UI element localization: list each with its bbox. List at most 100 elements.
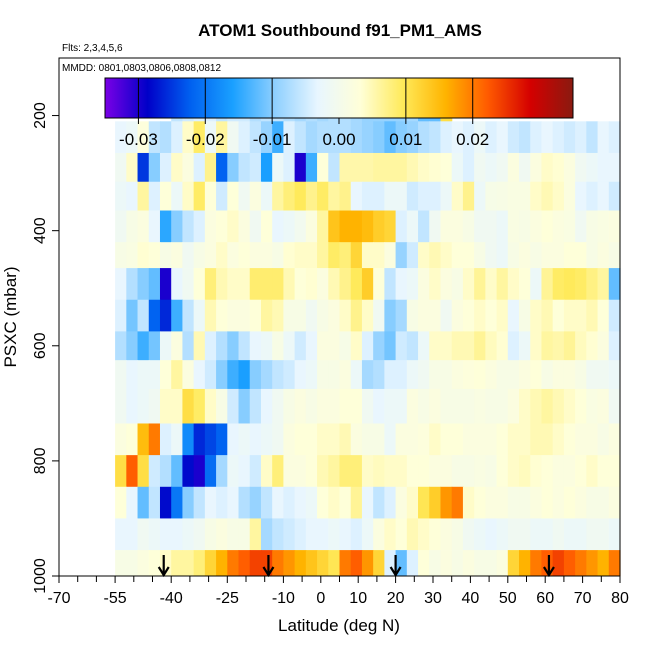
heatmap-cell [429, 388, 442, 424]
heatmap-cell [507, 181, 520, 211]
heatmap-cell [137, 388, 150, 424]
heatmap-cell [586, 242, 599, 269]
heatmap-cell [171, 268, 184, 301]
heatmap-cell [451, 388, 464, 424]
heatmap-cell [597, 550, 610, 577]
heatmap-cell [272, 121, 284, 154]
heatmap-cell [148, 210, 161, 243]
heatmap-cell [204, 152, 217, 183]
heatmap-cell [249, 331, 262, 361]
heatmap-cell [451, 121, 464, 154]
heatmap-cell [283, 242, 296, 269]
heatmap-cell [137, 423, 150, 456]
heatmap-cell [159, 486, 172, 519]
heatmap-cell [608, 360, 621, 390]
heatmap-cell [126, 210, 139, 243]
heatmap-cell [182, 360, 195, 390]
heatmap-cell [440, 152, 453, 183]
heatmap-cell [171, 423, 184, 456]
heatmap-cell [328, 268, 341, 301]
x-tick-label: 10 [349, 590, 367, 607]
heatmap-cell [238, 388, 251, 424]
heatmap-cell [171, 331, 184, 361]
heatmap-cell [406, 268, 419, 301]
heatmap-cell [305, 268, 318, 301]
heatmap-cell [474, 360, 486, 390]
heatmap-cell [216, 181, 228, 211]
colorbar-tick-label: 0.01 [389, 130, 422, 149]
heatmap-cell [294, 360, 307, 390]
heatmap-cell [519, 331, 531, 361]
heatmap-cell [126, 121, 139, 154]
heatmap-cell [462, 455, 475, 488]
heatmap-cell [294, 242, 307, 269]
heatmap-cell [137, 242, 150, 269]
heatmap-cell [126, 181, 139, 211]
heatmap-cell [272, 423, 284, 456]
heatmap-cell [552, 299, 565, 332]
heatmap-cell [126, 423, 139, 456]
heatmap-cell [485, 121, 498, 154]
heatmap-cell [283, 152, 296, 183]
heatmap-cell [294, 550, 307, 577]
heatmap-cell [260, 242, 273, 269]
heatmap-cell [429, 181, 442, 211]
heatmap-cell [485, 486, 498, 519]
heatmap-cell [541, 121, 554, 154]
heatmap-cell [328, 152, 341, 183]
heatmap-cell [552, 423, 565, 456]
heatmap-cell [507, 486, 520, 519]
heatmap-cell [171, 455, 184, 488]
heatmap-cell [395, 423, 408, 456]
heatmap-cell [328, 299, 341, 332]
heatmap-cell [384, 550, 397, 577]
heatmap-cell [317, 242, 329, 269]
heatmap-cell [305, 423, 318, 456]
heatmap-cell [182, 121, 195, 154]
heatmap-cell [485, 242, 498, 269]
heatmap-cell [260, 550, 273, 577]
heatmap-cell [451, 181, 464, 211]
heatmap-cell [373, 299, 385, 332]
heatmap-cell [418, 268, 430, 301]
heatmap-cell [597, 268, 610, 301]
heatmap-cell [350, 486, 363, 519]
heatmap-cell [496, 152, 509, 183]
heatmap-cell [418, 299, 430, 332]
heatmap-cell [361, 360, 374, 390]
heatmap-cell [182, 181, 195, 211]
heatmap-cell [182, 518, 195, 551]
heatmap-cell [305, 299, 318, 332]
heatmap-cell [260, 299, 273, 332]
heatmap-cell [159, 299, 172, 332]
heatmap-cell [608, 181, 621, 211]
heatmap-cell [305, 331, 318, 361]
heatmap-cell [148, 518, 161, 551]
heatmap-cell [519, 268, 531, 301]
heatmap-cell [563, 152, 576, 183]
heatmap-cell [238, 423, 251, 456]
heatmap-cell [260, 360, 273, 390]
heatmap-cell [418, 455, 430, 488]
heatmap-cell [608, 299, 621, 332]
heatmap-cell [305, 181, 318, 211]
heatmap-cell [115, 360, 127, 390]
heatmap-cell [530, 455, 543, 488]
heatmap-cell [294, 121, 307, 154]
heatmap-cell [272, 210, 284, 243]
heatmap-cell [227, 455, 240, 488]
heatmap-cell [485, 331, 498, 361]
heatmap-cell [575, 268, 587, 301]
x-tick-label: 30 [424, 590, 442, 607]
heatmap-cell [227, 242, 240, 269]
heatmap-cell [361, 152, 374, 183]
heatmap-cell [474, 268, 486, 301]
heatmap-cell [462, 242, 475, 269]
heatmap-cell [541, 550, 554, 577]
heatmap-cell [575, 360, 587, 390]
heatmap-cell [339, 331, 352, 361]
heatmap-cell [597, 152, 610, 183]
heatmap-cell [126, 455, 139, 488]
heatmap-cell [406, 210, 419, 243]
